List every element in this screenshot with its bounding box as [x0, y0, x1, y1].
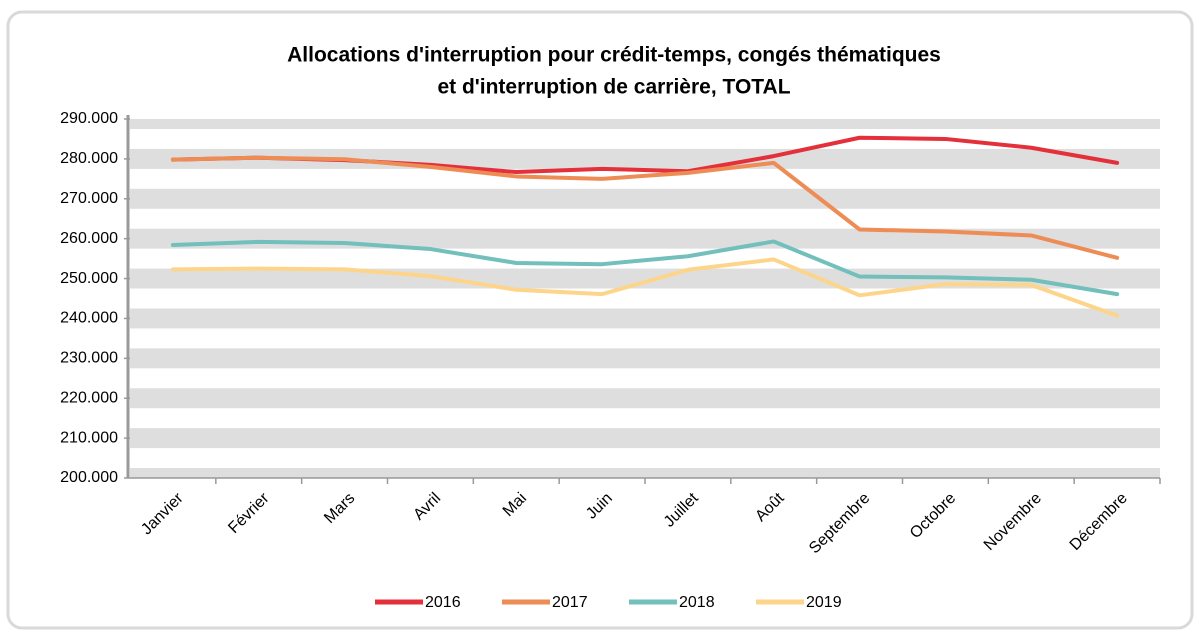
grid-band — [130, 348, 1160, 369]
line-series — [170, 155, 1120, 260]
y-tick-label: 220.000 — [60, 389, 118, 406]
y-tick-label: 230.000 — [60, 350, 118, 367]
legend-label: 2019 — [806, 594, 842, 611]
grid-band — [130, 228, 1160, 249]
grid-band — [130, 468, 1160, 478]
grid-band — [130, 428, 1160, 449]
y-tick-label: 200.000 — [60, 469, 118, 486]
line-series — [170, 257, 1120, 318]
y-tick-label: 260.000 — [60, 230, 118, 247]
legend-label: 2017 — [552, 594, 588, 611]
y-tick-label: 280.000 — [60, 150, 118, 167]
y-tick-label: 240.000 — [60, 310, 118, 327]
chart-title: Allocations d'interruption pour crédit-t… — [287, 44, 941, 67]
y-tick-label: 210.000 — [60, 429, 118, 446]
y-tick-label: 290.000 — [60, 110, 118, 127]
grid-band — [130, 188, 1160, 209]
legend-label: 2016 — [425, 594, 461, 611]
grid-band — [130, 388, 1160, 409]
y-tick-label: 250.000 — [60, 270, 118, 287]
legend-label: 2018 — [679, 594, 715, 611]
chart-title: et d'interruption de carrière, TOTAL — [437, 76, 790, 99]
line-series — [170, 239, 1120, 297]
grid-band — [130, 308, 1160, 329]
y-tick-label: 270.000 — [60, 190, 118, 207]
grid-band — [130, 119, 1160, 129]
